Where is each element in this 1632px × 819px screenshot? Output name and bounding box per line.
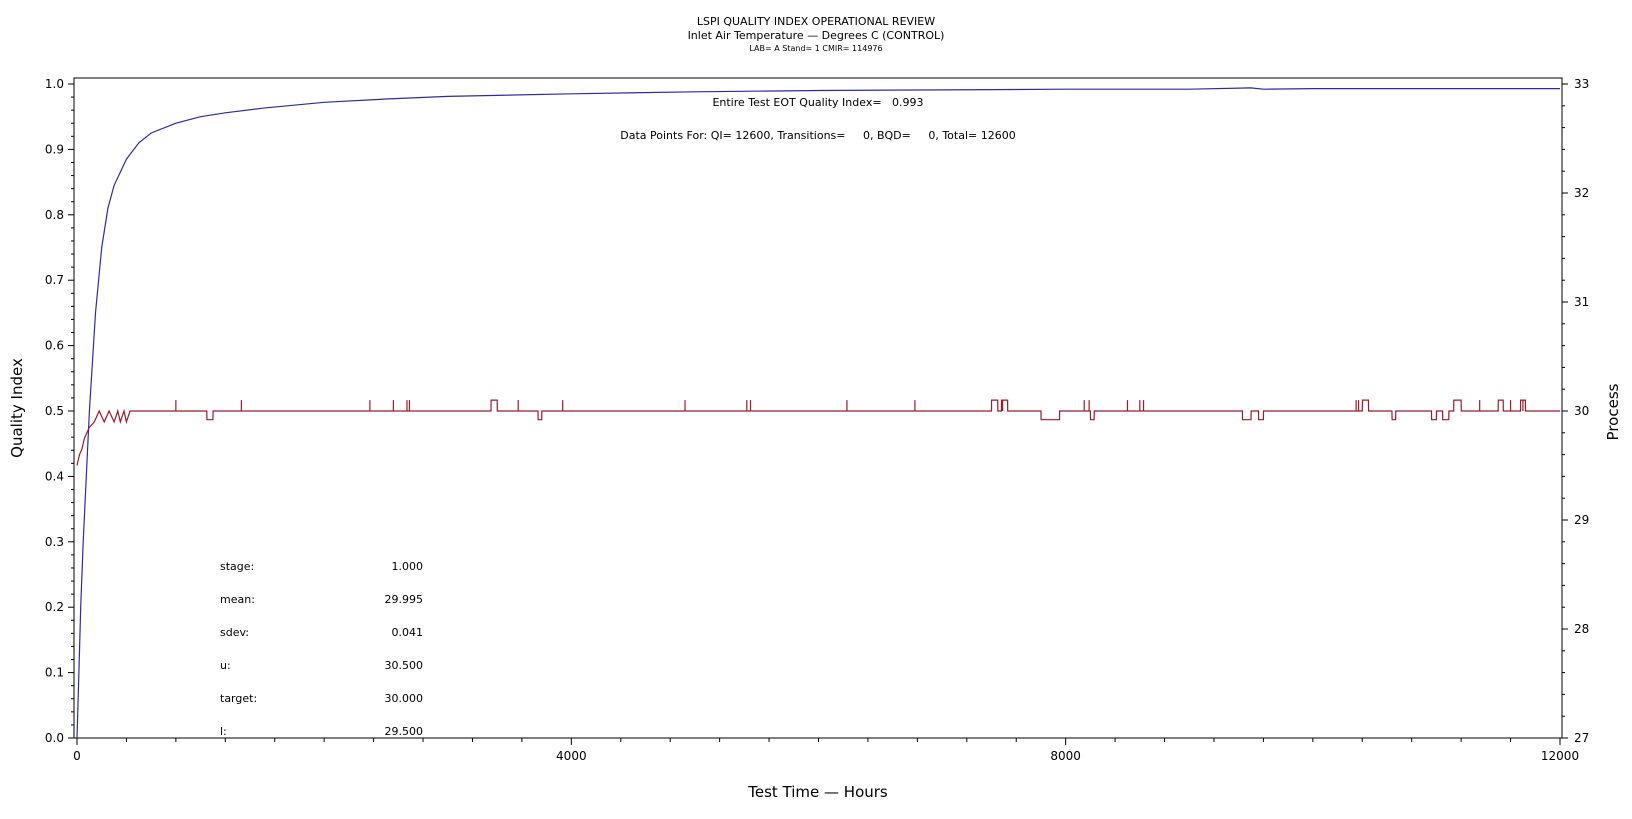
y-axis-label: Quality Index (8, 358, 26, 458)
y2-tick-label: 33 (1574, 77, 1589, 91)
x-tick-label: 0 (73, 749, 81, 763)
chart-subtitle-2: LAB= A Stand= 1 CMIR= 114976 (749, 44, 882, 53)
data-points-annotation: Data Points For: QI= 12600, Transitions=… (620, 129, 1015, 142)
y-axis-right: 27 28 29 30 31 32 33 (1562, 77, 1589, 745)
y2-tick-label: 28 (1574, 622, 1589, 636)
x-axis: 0 4000 8000 12000 (73, 738, 1579, 763)
y2-tick-label: 32 (1574, 186, 1589, 200)
y-tick-label: 0.6 (45, 339, 64, 353)
stat-value: 0.041 (392, 626, 424, 639)
y-tick-label: 0.8 (45, 208, 64, 222)
stat-label: target: (220, 692, 257, 705)
stat-label: u: (220, 659, 231, 672)
x-tick-label: 4000 (556, 749, 587, 763)
y2-axis-label: Process (1604, 383, 1622, 440)
stats-table: stage: 1.000 mean: 29.995 sdev: 0.041 u: 30.500… (220, 560, 423, 738)
y2-tick-label: 30 (1574, 404, 1589, 418)
stat-value: 29.500 (385, 725, 424, 738)
stat-value: 30.000 (385, 692, 424, 705)
y-tick-label: 0.1 (45, 666, 64, 680)
y-tick-label: 0.9 (45, 142, 64, 156)
y-axis-left: 0.0 0.1 0.2 0.3 0.4 0.5 0.6 0.7 0.8 0.9 1.0 (45, 77, 74, 745)
y-tick-label: 0.7 (45, 273, 64, 287)
stat-label: stage: (220, 560, 254, 573)
y-tick-label: 0.5 (45, 404, 64, 418)
stat-value: 30.500 (385, 659, 424, 672)
plot-frame (73, 77, 1563, 739)
process-series-line (76, 399, 1560, 466)
quality-index-series-line (76, 87, 1560, 739)
stat-value: 1.000 (392, 560, 424, 573)
stat-value: 29.995 (385, 593, 424, 606)
y-tick-label: 1.0 (45, 77, 64, 91)
x-axis-label: Test Time — Hours (747, 783, 888, 801)
y-tick-label: 0.3 (45, 535, 64, 549)
y2-tick-label: 27 (1574, 731, 1589, 745)
eot-quality-index-annotation: Entire Test EOT Quality Index= 0.993 (712, 96, 923, 109)
series-layer (76, 87, 1560, 739)
y-tick-label: 0.0 (45, 731, 64, 745)
stat-label: mean: (220, 593, 255, 606)
x-tick-label: 12000 (1541, 749, 1579, 763)
y2-tick-label: 29 (1574, 513, 1589, 527)
x-tick-label: 8000 (1050, 749, 1081, 763)
chart-title: LSPI QUALITY INDEX OPERATIONAL REVIEW (697, 15, 935, 28)
chart-subtitle: Inlet Air Temperature — Degrees C (CONTR… (688, 29, 945, 42)
y-tick-label: 0.4 (45, 469, 64, 483)
stat-label: l: (220, 725, 227, 738)
y-tick-label: 0.2 (45, 600, 64, 614)
stat-label: sdev: (220, 626, 249, 639)
y2-tick-label: 31 (1574, 295, 1589, 309)
